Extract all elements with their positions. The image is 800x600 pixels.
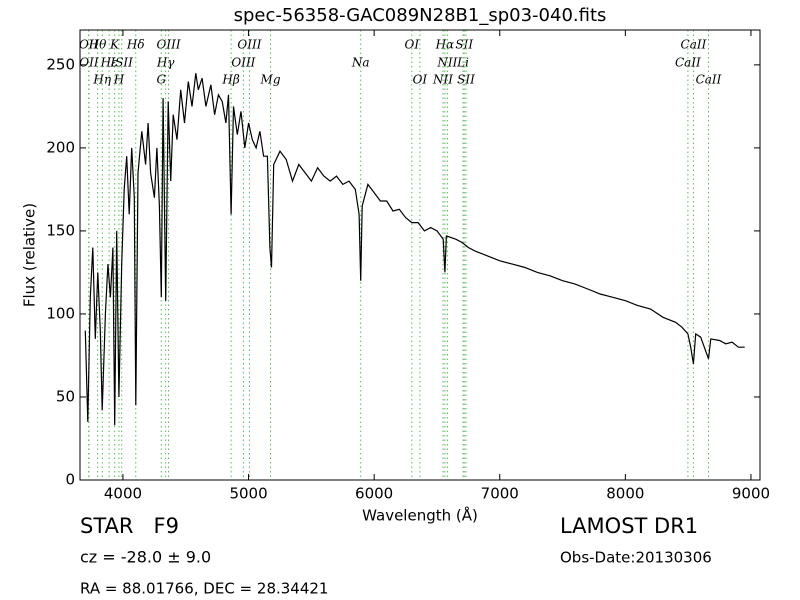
y-tick-label: 150 [46,221,75,239]
spectral-line-label: K [109,38,120,52]
spectral-line-label: CaII [681,38,707,52]
y-tick-label: 0 [65,471,75,489]
spectral-line-label: OIII [231,56,255,70]
spectral-line-label: Hγ [156,56,175,70]
spectral-line-label: CaII [675,56,701,70]
spectral-line-label: OII [79,56,99,70]
spectral-line-label: Hδ [126,38,145,52]
spectral-line-label: OIII [237,38,261,52]
redshift: cz = -28.0 ± 9.0 [80,548,211,567]
spectral-line-label: OI [413,73,428,87]
spectral-line-label: Li [456,56,469,70]
spectral-line-label: Hβ [221,73,239,87]
object-class: STAR F9 [80,514,179,538]
spectral-line-label: NII [436,56,457,70]
spectral-line-label: G [156,73,166,87]
spectral-line-label: Hη [92,73,111,87]
y-tick-label: 100 [46,304,75,322]
spectrum-line [84,73,745,426]
spectral-line-label: SII [455,38,473,52]
x-tick-label: 4000 [104,485,142,503]
x-tick-label: 8000 [606,485,644,503]
spectral-line-label: OIII [157,38,181,52]
spectral-line-label: Mg [260,73,281,87]
x-axis-label: Wavelength (Å) [362,506,478,525]
obs-date: Obs-Date:20130306 [560,549,712,567]
spectral-line-label: NII [432,73,453,87]
x-tick-label: 5000 [229,485,267,503]
coordinates: RA = 88.01766, DEC = 28.34421 [80,580,328,598]
x-tick-label: 7000 [481,485,519,503]
y-tick-label: 200 [46,138,75,156]
survey: LAMOST DR1 [560,514,698,538]
y-axis-label: Flux (relative) [21,203,39,307]
spectral-line-label: ISII [109,56,133,70]
spectral-line-label: Hε [100,56,118,70]
spectral-line-label: OI [405,38,420,52]
y-tick-label: 250 [46,55,75,73]
spectral-line-label: Na [351,56,370,70]
chart-title: spec-56358-GAC089N28B1_sp03-040.fits [234,5,607,26]
spectral-line-label: CaII [696,73,722,87]
spectral-line-label: Hα [435,38,455,52]
x-tick-label: 9000 [732,485,770,503]
spectral-line-label: SII [457,73,475,87]
x-tick-label: 6000 [355,485,393,503]
y-tick-label: 50 [56,387,75,405]
plot-frame [79,29,761,481]
spectral-line-label: H [113,73,125,87]
